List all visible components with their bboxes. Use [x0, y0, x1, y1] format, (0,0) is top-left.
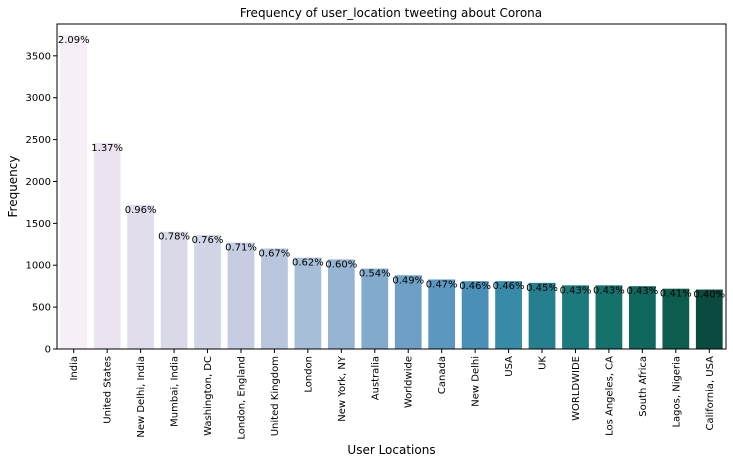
x-tick-label: Lagos, Nigeria [671, 356, 682, 428]
bar-data-label: 0.47% [426, 279, 458, 290]
bar [93, 142, 121, 349]
x-tick-label: Australia [370, 356, 381, 400]
x-tick-label: California, USA [705, 356, 716, 431]
y-axis-title: Frequency [6, 156, 20, 218]
bar-data-label: 0.43% [593, 285, 625, 296]
x-tick-label: Canada [437, 356, 448, 394]
x-tick-label: New York, NY [337, 355, 348, 422]
bar-data-label: 0.45% [526, 283, 558, 294]
bar-data-label: 0.49% [392, 275, 424, 286]
x-axis-title: User Locations [347, 443, 435, 457]
x-tick-label: South Africa [638, 356, 649, 417]
bar-data-label: 0.76% [192, 235, 224, 246]
bar-data-label: 0.60% [325, 259, 357, 270]
bar [194, 235, 221, 349]
bar [294, 257, 322, 349]
x-tick-label: United States [103, 356, 114, 424]
x-tick-label: New Delhi [471, 356, 482, 407]
y-tick-label: 3000 [26, 93, 51, 104]
bar-data-label: 0.40% [693, 290, 725, 301]
bar-data-label: 0.46% [459, 281, 491, 292]
y-tick-label: 1000 [26, 261, 51, 272]
x-tick-label: USA [504, 356, 515, 377]
chart-title: Frequency of user_location tweeting abou… [240, 6, 542, 20]
bar [394, 275, 422, 349]
bar [628, 286, 656, 349]
bar [127, 204, 155, 349]
data-labels: 2.09% 1.37% 0.96% 0.78% 0.76%0.71%0.67%0.62%… [58, 35, 725, 301]
bar-data-label: 0.71% [225, 243, 257, 254]
x-tick-label: London [303, 356, 314, 393]
x-tick-label: United Kingdom [270, 356, 281, 436]
bar [160, 231, 188, 349]
bar [595, 285, 623, 349]
x-tick-label: UK [538, 356, 549, 370]
bar [227, 242, 255, 349]
bar [60, 34, 88, 350]
bar-data-label: 0.46% [493, 281, 525, 292]
x-tick-label: India [69, 356, 80, 381]
x-tick-label: WORLDWIDE [571, 356, 582, 421]
y-tick-label: 500 [32, 303, 51, 314]
bar [528, 282, 556, 349]
bar [327, 259, 355, 349]
y-tick-label: 3500 [26, 51, 51, 62]
x-axis: India United States New Delhi, India Mumbai… [69, 349, 716, 440]
bar [695, 289, 723, 349]
bar-data-label: 0.96% [125, 205, 157, 216]
y-tick-label: 1500 [26, 219, 51, 230]
bar-data-label: 0.78% [158, 232, 190, 243]
bar [361, 268, 389, 349]
bars [60, 34, 723, 350]
bar [461, 281, 489, 349]
y-tick-label: 2000 [26, 177, 51, 188]
bar [261, 248, 288, 349]
x-tick-label: Washington, DC [203, 356, 214, 436]
x-tick-label: London, England [236, 356, 247, 440]
bar-data-label: 1.37% [91, 143, 123, 154]
bar [428, 279, 456, 349]
bar-data-label: 0.62% [292, 258, 324, 269]
plot-frame [56, 23, 727, 350]
bar-data-label: 0.43% [560, 285, 592, 296]
bar-data-label: 2.09% [58, 35, 90, 46]
bar [495, 281, 522, 349]
x-tick-label: Worldwide [404, 356, 415, 408]
bar [662, 288, 690, 349]
bar [562, 285, 589, 349]
bar-data-label: 0.41% [660, 289, 692, 300]
y-axis: 0 500 1000 1500 2000 2500 3000 3500 [26, 51, 57, 356]
y-tick-label: 0 [45, 345, 51, 356]
x-tick-label: Mumbai, India [170, 356, 181, 427]
x-tick-label: New Delhi, India [136, 356, 147, 438]
bar-data-label: 0.43% [626, 286, 658, 297]
bar-data-label: 0.67% [259, 248, 291, 259]
y-tick-label: 2500 [26, 135, 51, 146]
bar-data-label: 0.54% [359, 269, 391, 280]
x-tick-label: Los Angeles, CA [604, 356, 615, 436]
